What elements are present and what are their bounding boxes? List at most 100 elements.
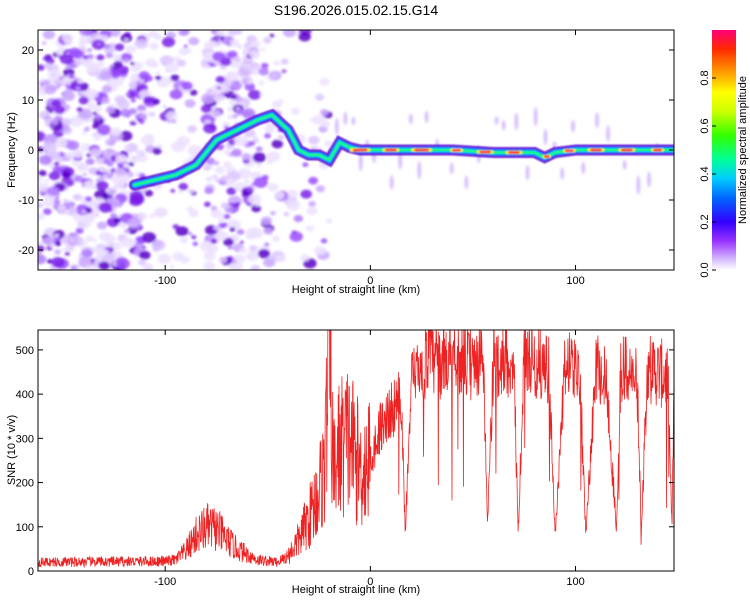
noise-blob	[103, 158, 111, 165]
noise-blob	[264, 133, 271, 139]
noise-blob	[51, 99, 62, 108]
noise-blob	[69, 116, 84, 127]
noise-blob	[218, 217, 225, 223]
noise-blob	[115, 154, 127, 164]
noise-blob	[179, 236, 189, 244]
noise-blob	[96, 181, 109, 191]
noise-blob	[237, 168, 252, 179]
noise-blob	[183, 44, 188, 48]
noise-blob	[114, 43, 125, 51]
noise-blob	[254, 202, 261, 207]
noise-blob	[143, 96, 154, 104]
noise-blob	[38, 64, 45, 71]
noise-blob	[358, 153, 363, 172]
noise-blob	[112, 53, 123, 62]
noise-blob	[282, 30, 297, 38]
noise-blob	[79, 33, 92, 44]
noise-blob	[54, 249, 61, 255]
noise-blob	[96, 101, 102, 106]
noise-blob	[315, 185, 326, 193]
noise-blob	[71, 160, 79, 166]
noise-blob	[184, 48, 192, 54]
noise-blob	[155, 75, 162, 81]
noise-blob	[223, 237, 234, 247]
noise-blob	[104, 237, 112, 244]
noise-blob	[424, 110, 429, 123]
noise-blob	[227, 30, 239, 36]
noise-blob	[44, 150, 49, 154]
noise-blob	[249, 40, 261, 49]
noise-blob	[252, 135, 258, 139]
noise-blob	[87, 48, 92, 52]
noise-blob	[271, 139, 284, 149]
noise-blob	[123, 228, 130, 234]
noise-blob	[269, 33, 275, 38]
noise-blob	[139, 250, 151, 260]
noise-blob	[203, 261, 216, 270]
noise-blob	[276, 254, 286, 263]
snr-y-tick-label: 0	[28, 566, 34, 578]
noise-blob	[38, 170, 47, 177]
noise-blob	[107, 139, 116, 146]
noise-blob	[249, 62, 261, 71]
noise-blob	[38, 245, 45, 253]
noise-blob	[42, 41, 47, 45]
noise-blob	[93, 114, 102, 121]
noise-blob	[49, 125, 54, 129]
noise-blob	[61, 247, 66, 252]
noise-blob	[46, 186, 60, 197]
noise-blob	[68, 74, 75, 79]
noise-blob	[188, 231, 193, 236]
noise-blob	[343, 111, 348, 125]
noise-blob	[130, 193, 145, 205]
ridge-hotspot-core	[414, 148, 429, 152]
noise-blob	[170, 74, 180, 82]
noise-blob	[218, 256, 228, 263]
noise-blob	[44, 179, 50, 183]
ridge-hotspot-core	[565, 149, 574, 152]
noise-blob	[179, 255, 190, 264]
noise-blob	[78, 257, 93, 268]
noise-blob	[300, 189, 313, 199]
noise-blob	[134, 40, 141, 46]
noise-blob	[87, 54, 94, 59]
noise-blob	[54, 205, 59, 209]
noise-blob	[51, 257, 65, 268]
noise-blob	[178, 189, 184, 194]
noise-blob	[155, 71, 161, 75]
noise-blob	[148, 111, 156, 117]
noise-blob	[151, 239, 166, 251]
noise-blob	[157, 253, 171, 264]
noise-blob	[113, 61, 123, 69]
noise-blob	[98, 202, 113, 213]
colorbar-tick-label: 0.4	[699, 166, 711, 181]
noise-blob	[321, 120, 331, 128]
noise-blob	[210, 238, 218, 244]
noise-blob	[101, 97, 110, 104]
noise-blob	[264, 242, 270, 247]
noise-blob	[171, 141, 186, 153]
spectrogram-y-tick-label: 0	[28, 145, 34, 157]
spectrogram-y-tick-label: -20	[18, 245, 34, 257]
noise-blob	[351, 116, 356, 126]
spectrogram-x-label: Height of straight line (km)	[292, 284, 420, 296]
noise-blob	[232, 208, 239, 213]
noise-blob	[213, 160, 220, 166]
noise-blob	[83, 180, 95, 190]
noise-blob	[125, 92, 131, 97]
noise-blob	[258, 80, 265, 86]
noise-blob	[241, 108, 256, 119]
noise-blob	[115, 258, 130, 270]
noise-blob	[260, 47, 266, 52]
noise-blob	[96, 42, 102, 46]
snr-y-tick-label: 400	[16, 389, 34, 401]
noise-blob	[127, 217, 142, 229]
noise-blob	[178, 182, 189, 191]
noise-blob	[38, 212, 46, 220]
snr-y-tick-label: 200	[16, 478, 34, 490]
noise-blob	[86, 89, 99, 99]
noise-blob	[94, 106, 102, 113]
noise-blob	[38, 182, 50, 193]
noise-blob	[501, 119, 506, 131]
noise-blob	[314, 245, 327, 256]
